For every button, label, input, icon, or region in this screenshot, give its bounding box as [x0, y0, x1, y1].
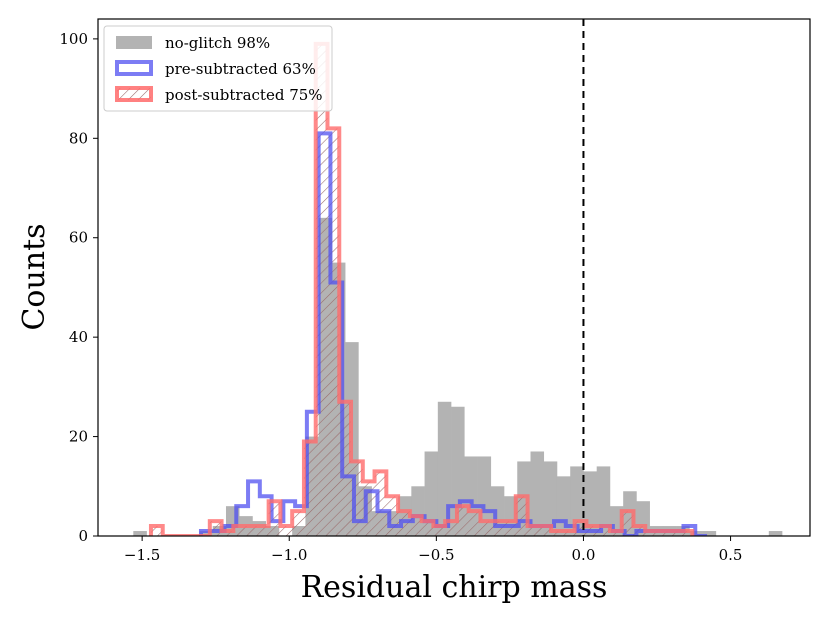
y-axis-label: Counts — [17, 223, 52, 330]
post-subtracted-step-line — [148, 41, 695, 536]
legend: no-glitch 98% pre-subtracted 63% post-su… — [103, 25, 333, 112]
legend-box — [103, 25, 333, 112]
x-tick-label: −0.5 — [418, 546, 454, 564]
y-tick-label: 60 — [69, 229, 88, 247]
x-axis-label: Residual chirp mass — [301, 570, 608, 605]
no-glitch-bar — [530, 451, 545, 536]
no-glitch-bar — [199, 531, 214, 536]
no-glitch-bar — [437, 401, 452, 536]
y-tick-label: 20 — [69, 428, 88, 446]
x-tick-label: 0.0 — [572, 546, 596, 564]
legend-swatch-no-glitch — [116, 36, 152, 49]
x-tick-label: −1.0 — [271, 546, 307, 564]
plot-frame — [97, 18, 811, 537]
no-glitch-bar — [570, 466, 584, 536]
legend-swatch-post-subtracted-hatch — [117, 88, 151, 100]
no-glitch-bar — [596, 466, 611, 536]
x-tick-label: −1.5 — [124, 546, 160, 564]
no-glitch-bar — [543, 461, 558, 536]
no-glitch-bar — [702, 531, 717, 536]
legend-label-pre-subtracted: pre-subtracted 63% — [165, 60, 316, 78]
legend-swatch-post-subtracted — [115, 86, 153, 102]
steps-layer — [148, 41, 708, 536]
y-tick-label: 80 — [69, 129, 88, 147]
x-tick-label: 0.5 — [719, 546, 743, 564]
no-glitch-bar — [768, 531, 783, 536]
y-tick-label: 0 — [78, 527, 88, 545]
legend-label-no-glitch: no-glitch 98% — [165, 34, 270, 52]
axis-ticks: −1.5 −1.0 −0.5 0.0 0.5 0 20 40 60 80 100 — [59, 30, 742, 564]
legend-swatch-pre-subtracted — [115, 60, 153, 76]
no-glitch-bar — [424, 451, 439, 536]
y-tick-label: 100 — [59, 30, 88, 48]
no-glitch-bar — [133, 531, 147, 536]
legend-label-post-subtracted: post-subtracted 75% — [165, 86, 323, 104]
y-tick-label: 40 — [69, 328, 88, 346]
